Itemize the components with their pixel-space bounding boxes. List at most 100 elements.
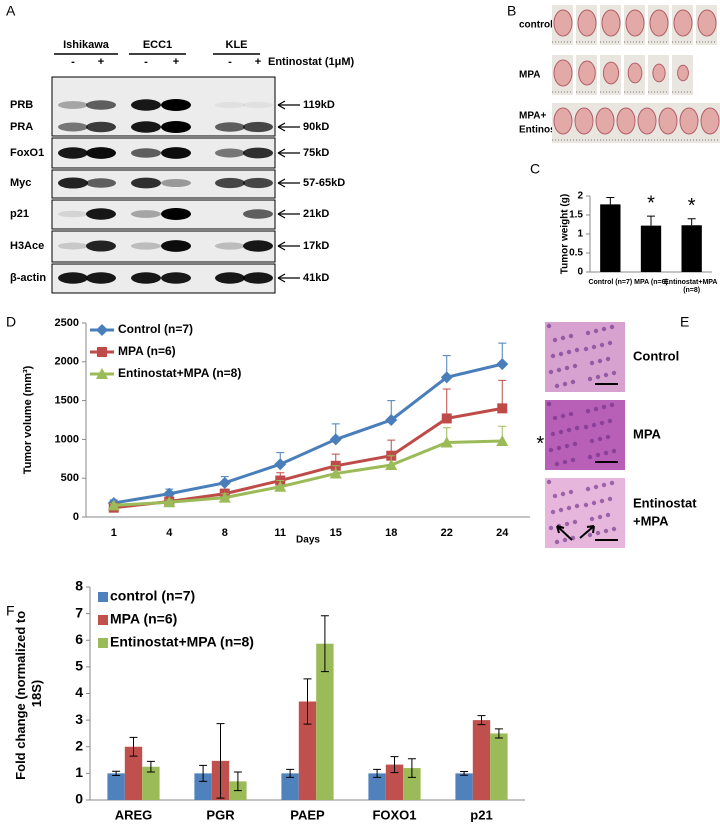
treatment-sign: - <box>228 56 232 68</box>
nucleus <box>609 480 615 486</box>
blot-band <box>131 148 161 158</box>
nucleus <box>611 448 617 454</box>
protein-label: β-actin <box>10 272 46 284</box>
blot-band <box>215 101 245 109</box>
error-bar <box>390 756 399 774</box>
size-label: 75kD <box>303 147 329 159</box>
annotation: * <box>647 192 655 214</box>
marker <box>496 358 509 371</box>
nucleus <box>552 415 558 421</box>
blot-band <box>58 147 88 159</box>
blot-band <box>86 240 116 252</box>
marker <box>107 499 120 511</box>
nucleus <box>595 374 601 380</box>
nucleus <box>574 347 580 353</box>
x-tick-label: 22 <box>441 527 453 539</box>
y-tick-label: 7 <box>75 604 83 620</box>
nucleus <box>556 367 562 373</box>
x-tick-label: AREG <box>115 807 153 822</box>
tumor <box>649 9 669 37</box>
protein-label: PRA <box>10 121 33 133</box>
blot-band <box>161 208 191 220</box>
nucleus <box>564 365 570 371</box>
protein-label: Myc <box>10 177 31 189</box>
marker <box>274 458 287 471</box>
marker <box>218 491 231 503</box>
x-tick-label: Control (n=7) <box>588 279 632 286</box>
error-bar <box>286 768 295 778</box>
size-label: 119kD <box>303 99 335 111</box>
x-tick-label: PGR <box>206 807 235 822</box>
tumor <box>578 60 596 86</box>
size-arrowhead <box>277 100 286 110</box>
nucleus <box>572 519 578 525</box>
size-label: 17kD <box>303 240 329 252</box>
tumor <box>677 64 689 82</box>
x-tick-label: 11 <box>274 527 286 539</box>
nucleus <box>572 441 578 447</box>
blot-band <box>215 148 245 158</box>
blot-band <box>86 121 116 133</box>
error-bar <box>687 218 696 226</box>
x-tick-label: Entinostat+MPA (n=8) <box>664 279 719 294</box>
blot-band <box>131 177 161 189</box>
panel-letter: B <box>507 3 516 19</box>
treatment-sign: + <box>98 56 104 68</box>
error-bar <box>647 215 655 226</box>
bar <box>490 733 508 800</box>
y-tick-label: 2 <box>75 737 83 753</box>
cell-line-label: Ishikawa <box>63 39 110 51</box>
blot-band <box>161 240 191 252</box>
nucleus <box>552 337 558 343</box>
nucleus <box>587 376 593 382</box>
cell-line-label: KLE <box>226 39 248 51</box>
error-bar <box>477 715 486 726</box>
marker <box>329 467 342 479</box>
annotation: * <box>688 195 696 217</box>
nucleus <box>562 459 568 465</box>
marker <box>218 476 231 489</box>
nucleus <box>599 498 605 504</box>
blot-band <box>243 121 273 133</box>
nucleus <box>566 427 572 433</box>
group-label: Entinostat <box>519 125 569 136</box>
nucleus <box>562 381 568 387</box>
y-tick-label: 5 <box>75 658 83 674</box>
nucleus <box>550 353 556 359</box>
bar <box>455 773 473 800</box>
marker <box>385 414 398 426</box>
nucleus <box>589 438 595 444</box>
legend-marker <box>96 324 108 336</box>
blot-band <box>86 272 116 284</box>
nucleus <box>568 411 574 417</box>
bar <box>142 766 160 800</box>
blot-band <box>131 121 161 133</box>
size-arrowhead <box>277 241 286 251</box>
y-tick-label: 3 <box>75 711 83 727</box>
x-tick-label: 18 <box>385 527 397 539</box>
nucleus <box>597 436 603 442</box>
x-tick-label: 24 <box>496 527 509 539</box>
blot-band <box>161 147 191 159</box>
nucleus <box>572 363 578 369</box>
tumor <box>652 63 666 83</box>
nucleus <box>548 369 554 375</box>
nucleus <box>570 457 576 463</box>
size-arrowhead <box>277 273 286 283</box>
blot-band <box>58 272 88 284</box>
nucleus <box>605 356 611 362</box>
y-axis-label: Fold change (normalized to 18S) <box>13 607 44 780</box>
nucleus <box>607 340 613 346</box>
blot-band <box>215 272 245 284</box>
y-tick-label: 6 <box>75 631 83 647</box>
error-bar <box>303 678 312 725</box>
nucleus <box>564 521 570 527</box>
x-tick-label: 8 <box>222 527 228 539</box>
protein-label: p21 <box>10 208 29 220</box>
tumor <box>700 107 720 135</box>
nucleus <box>560 491 566 497</box>
nucleus <box>599 420 605 426</box>
cell-line-label: ECC1 <box>143 39 172 51</box>
size-arrowhead <box>277 122 286 132</box>
